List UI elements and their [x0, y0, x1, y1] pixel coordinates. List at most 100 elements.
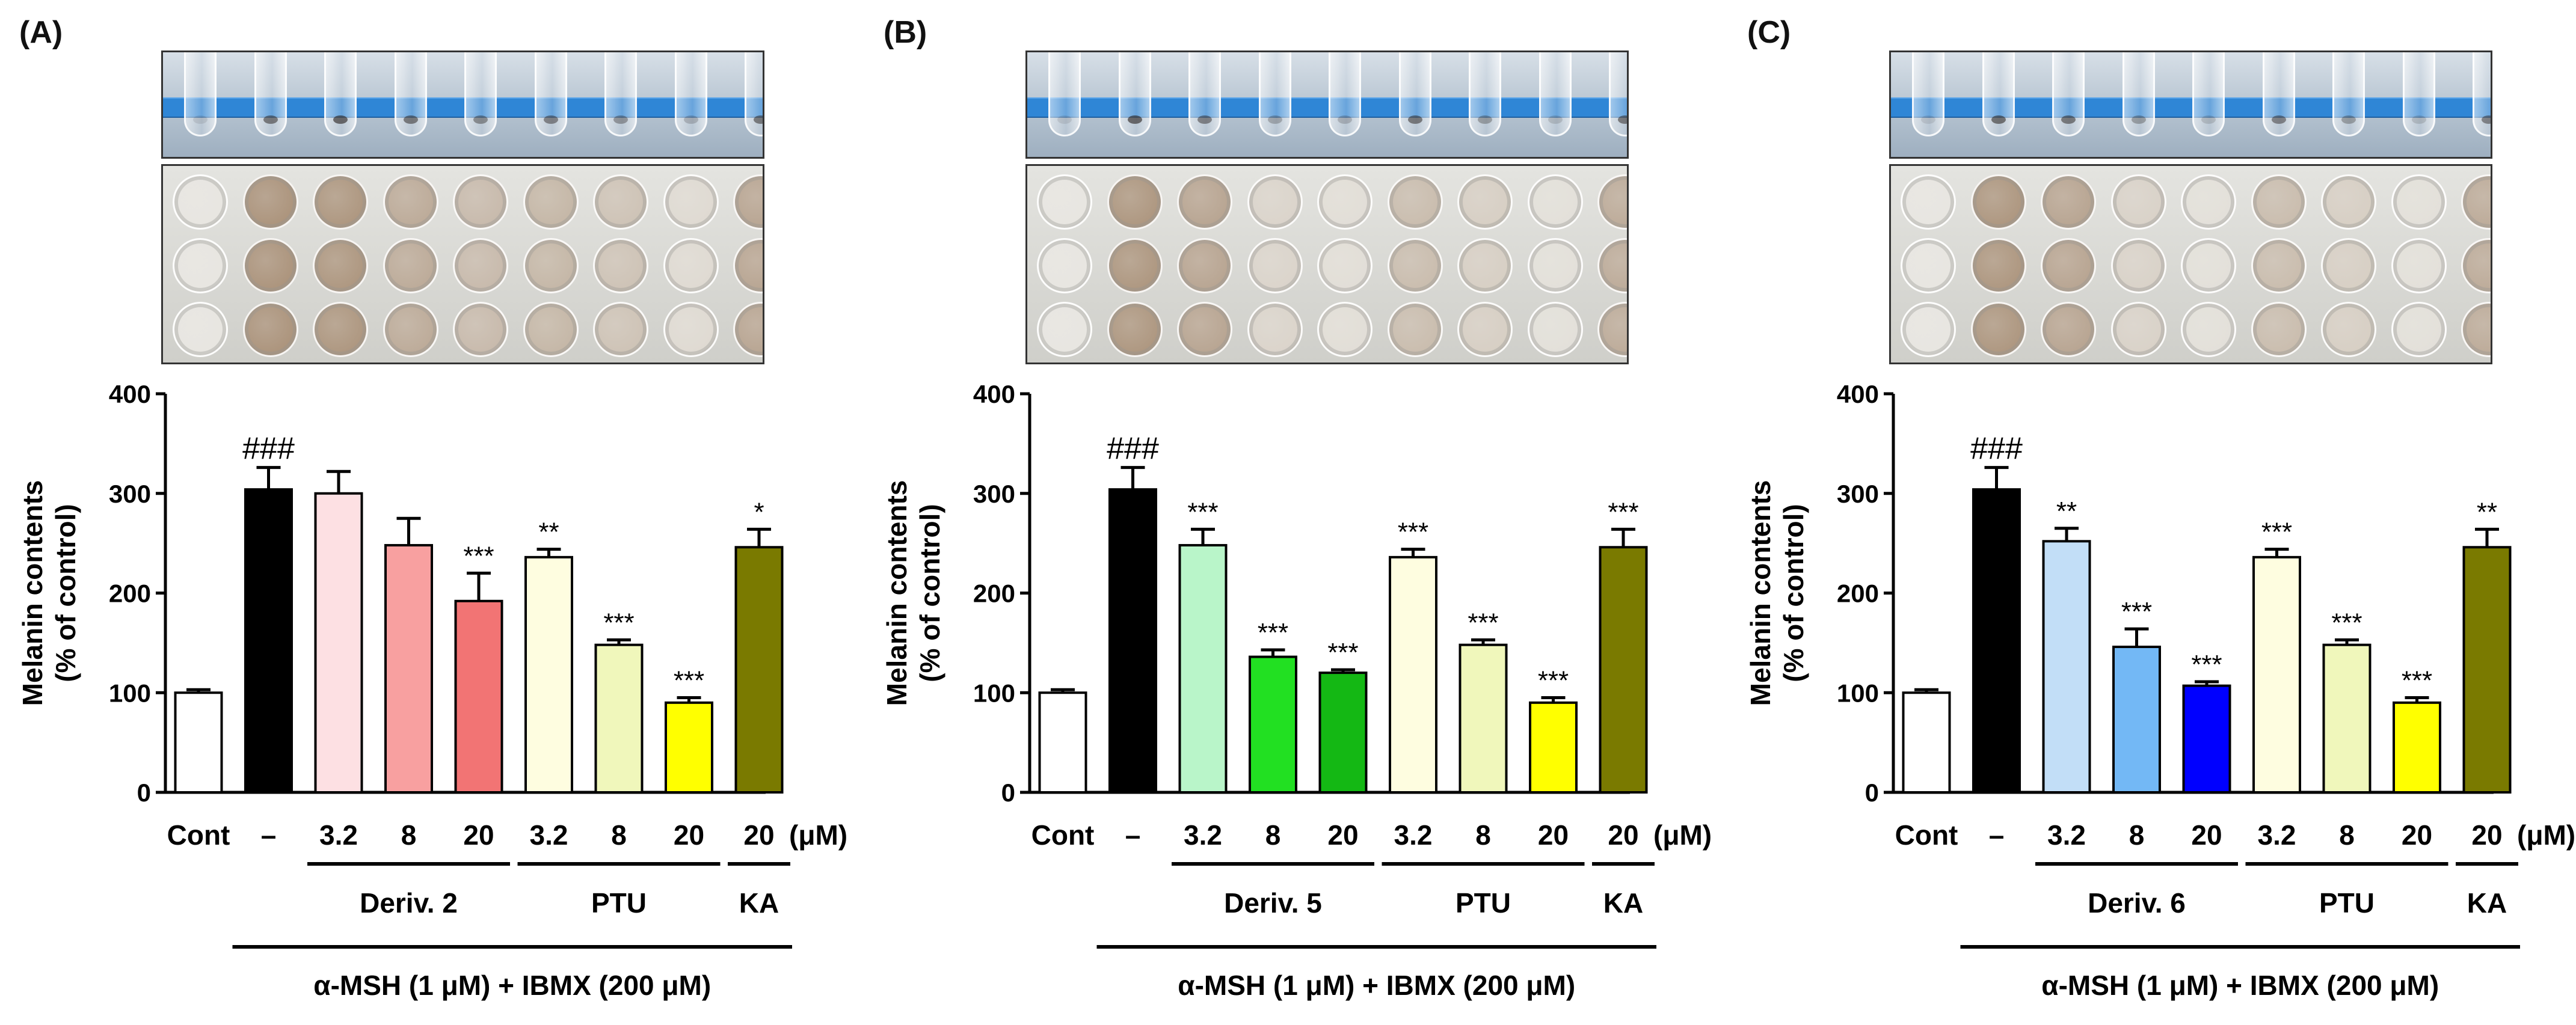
x-tick-label: –: [1125, 819, 1141, 851]
group-label: PTU: [1456, 887, 1511, 919]
x-tick-label: –: [261, 819, 277, 851]
well: [2321, 174, 2376, 230]
bar: [1249, 655, 1297, 794]
x-tick-label: 3.2: [530, 819, 568, 851]
well: [1037, 238, 1092, 293]
well: [593, 174, 648, 230]
well: [313, 238, 368, 293]
panel-a: (A) 0 100 200 300 400 Melanin contents (% of c…: [0, 0, 866, 1025]
well: [1107, 238, 1163, 293]
pellet: [1921, 115, 1935, 124]
well: [173, 302, 228, 357]
y-axis-label: Melanin contents: [881, 480, 912, 706]
tube: [1469, 52, 1501, 136]
significance-label: **: [538, 518, 559, 547]
x-tick-label: 20: [2191, 819, 2222, 851]
significance-label: ***: [2261, 518, 2292, 547]
pellet: [2341, 115, 2356, 124]
pellet: [1618, 115, 1627, 124]
significance-label: ***: [2191, 650, 2222, 679]
pellet: [543, 115, 558, 124]
significance-label: ###: [1970, 432, 2023, 467]
well: [2110, 302, 2166, 357]
well: [1317, 238, 1373, 293]
well: [1387, 302, 1443, 357]
well: [1107, 174, 1163, 230]
tube: [604, 52, 637, 136]
tube: [1398, 52, 1431, 136]
treatment-label: α-MSH (1 μM) + IBMX (200 μM): [1178, 970, 1575, 1001]
well: [2391, 302, 2447, 357]
x-tick-label: 20: [463, 819, 494, 851]
y-tick-label: 300: [109, 480, 151, 508]
y-axis-label: (% of control): [50, 504, 81, 682]
pellet: [2482, 115, 2491, 124]
group-label: PTU: [2319, 887, 2375, 919]
bar: [1108, 488, 1157, 794]
bar: [1902, 691, 1951, 794]
well: [1177, 238, 1232, 293]
pellet: [263, 115, 278, 124]
pellet: [333, 115, 348, 124]
group-label: KA: [739, 887, 779, 919]
x-tick-label: 20: [1327, 819, 1358, 851]
tube: [1118, 52, 1151, 136]
bar: [1459, 643, 1508, 794]
x-tick-label: 3.2: [2258, 819, 2296, 851]
x-tick-label: Cont: [167, 819, 230, 851]
pellet: [2271, 115, 2286, 124]
bar-chart: 0 100 200 300 400 Melanin contents (% of contr…: [881, 380, 1712, 1001]
tube: [534, 52, 567, 136]
tube: [184, 52, 217, 136]
well: [453, 238, 508, 293]
well: [2110, 238, 2166, 293]
y-tick-label: 0: [137, 779, 151, 807]
y-tick-label: 100: [973, 679, 1015, 707]
y-axis-label: (% of control): [914, 504, 945, 682]
x-tick-label: 3.2: [2047, 819, 2086, 851]
bar: [174, 691, 223, 794]
significance-label: **: [2056, 497, 2077, 526]
pellet: [1057, 115, 1072, 124]
y-tick-label: 300: [973, 480, 1015, 508]
well: [1457, 174, 1513, 230]
x-tick-label: 20: [2402, 819, 2432, 851]
well: [593, 302, 648, 357]
well: [2251, 302, 2307, 357]
well: [1107, 302, 1163, 357]
well: [383, 238, 438, 293]
tube: [464, 52, 497, 136]
well-plate-photo: [1025, 164, 1629, 364]
well: [1387, 174, 1443, 230]
group-label: Deriv. 5: [1224, 887, 1322, 919]
group-label: PTU: [591, 887, 647, 919]
y-axis-label: Melanin contents: [17, 480, 48, 706]
well: [1177, 302, 1232, 357]
bar: [384, 543, 433, 794]
well: [523, 238, 579, 293]
x-tick-label: –: [1989, 819, 2005, 851]
tube: [2473, 52, 2491, 136]
panel-letter: (B): [884, 15, 927, 50]
well: [1527, 302, 1583, 357]
well: [2110, 174, 2166, 230]
treatment-label: α-MSH (1 μM) + IBMX (200 μM): [313, 970, 711, 1001]
well: [242, 174, 298, 230]
bar-chart: 0 100 200 300 400 Melanin contents (% of contr…: [1745, 380, 2575, 1001]
y-tick-label: 400: [1837, 380, 1879, 408]
bar: [734, 546, 784, 794]
well: [1317, 302, 1373, 357]
bar: [2182, 684, 2231, 794]
well: [1387, 238, 1443, 293]
well-plate-photo: [1889, 164, 2492, 364]
bar: [1389, 555, 1437, 794]
bar: [1038, 691, 1087, 794]
well: [593, 238, 648, 293]
bar: [1318, 672, 1368, 794]
significance-label: **: [2477, 497, 2497, 527]
x-tick-label: Cont: [1895, 819, 1958, 851]
tube: [745, 52, 763, 136]
x-tick-label: 20: [1608, 819, 1638, 851]
tube: [2332, 52, 2365, 136]
